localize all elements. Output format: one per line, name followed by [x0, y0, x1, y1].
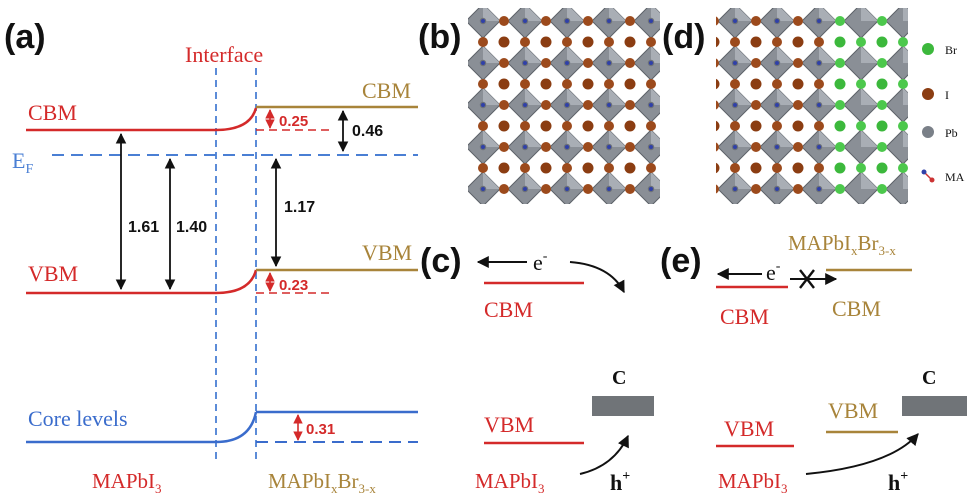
legend-i-label: I	[945, 88, 949, 102]
electron-transfer-curve-c	[569, 261, 625, 294]
electron-label-e: e-	[766, 259, 781, 285]
material-label-c: MAPbI3	[475, 469, 545, 496]
carbon-electrode-e	[902, 396, 967, 416]
hole-transfer-curve-e	[805, 433, 919, 475]
left-vbm-label: VBM	[28, 261, 78, 286]
left-vbm-line	[26, 269, 258, 295]
panel-label-a: (a)	[4, 18, 46, 56]
cbm-label-right-e: CBM	[832, 296, 881, 321]
electron-label-c: e-	[533, 249, 548, 275]
material-label-e: MAPbI3	[718, 469, 788, 496]
perovskite-structure-b	[468, 8, 660, 204]
vbm-label-c: VBM	[484, 412, 534, 437]
gap-value-2: 1.40	[176, 219, 207, 236]
vbm-label-right-e: VBM	[828, 398, 878, 423]
cbm-label-c: CBM	[484, 297, 533, 322]
legend-ma-icon	[921, 169, 935, 183]
vbm-label-left-e: VBM	[724, 416, 774, 441]
cbm-offset-value: 0.46	[352, 123, 383, 140]
gap-value-1: 1.61	[128, 219, 159, 236]
legend-pb-icon	[922, 126, 934, 138]
core-levels-label: Core levels	[28, 406, 128, 431]
hole-label-c: h+	[610, 469, 630, 495]
right-cbm-label: CBM	[362, 78, 411, 103]
left-cbm-line	[26, 107, 258, 132]
panel-label-d: (d)	[662, 18, 705, 56]
legend-br-label: Br	[945, 43, 957, 57]
cbm-shift-value: 0.25	[279, 113, 308, 130]
right-gap-value: 1.17	[284, 199, 315, 216]
blocked-cross-icon	[799, 269, 815, 289]
carbon-label-e: C	[922, 367, 936, 389]
core-shift-value: 0.31	[306, 421, 335, 438]
right-material-label: MAPbIxBr3-x	[268, 469, 376, 496]
legend-d: Br I Pb MA	[921, 43, 965, 184]
hole-transfer-curve-c	[579, 434, 629, 475]
legend-i-icon	[922, 88, 934, 100]
top-material-label-e: MAPbIxBr3-x	[788, 231, 896, 258]
legend-br-icon	[922, 43, 934, 55]
fermi-level-label: EF	[12, 148, 33, 177]
panel-label-e: (e)	[660, 242, 702, 280]
perovskite-structure-d-bromide	[832, 8, 908, 204]
left-core-line	[26, 411, 258, 444]
panel-label-b: (b)	[418, 18, 461, 56]
cbm-label-left-e: CBM	[720, 304, 769, 329]
carbon-label-c: C	[612, 367, 626, 389]
legend-pb-label: Pb	[945, 126, 958, 140]
perovskite-structure-d-iodide	[716, 8, 832, 204]
interface-label: Interface	[185, 42, 263, 67]
vbm-shift-value: 0.23	[279, 277, 308, 294]
right-vbm-label: VBM	[362, 240, 412, 265]
left-material-label: MAPbI3	[92, 469, 162, 496]
left-cbm-label: CBM	[28, 100, 77, 125]
panel-label-c: (c)	[420, 242, 462, 280]
legend-ma-label: MA	[945, 170, 965, 184]
hole-label-e: h+	[888, 469, 908, 495]
carbon-electrode-c	[592, 396, 654, 416]
